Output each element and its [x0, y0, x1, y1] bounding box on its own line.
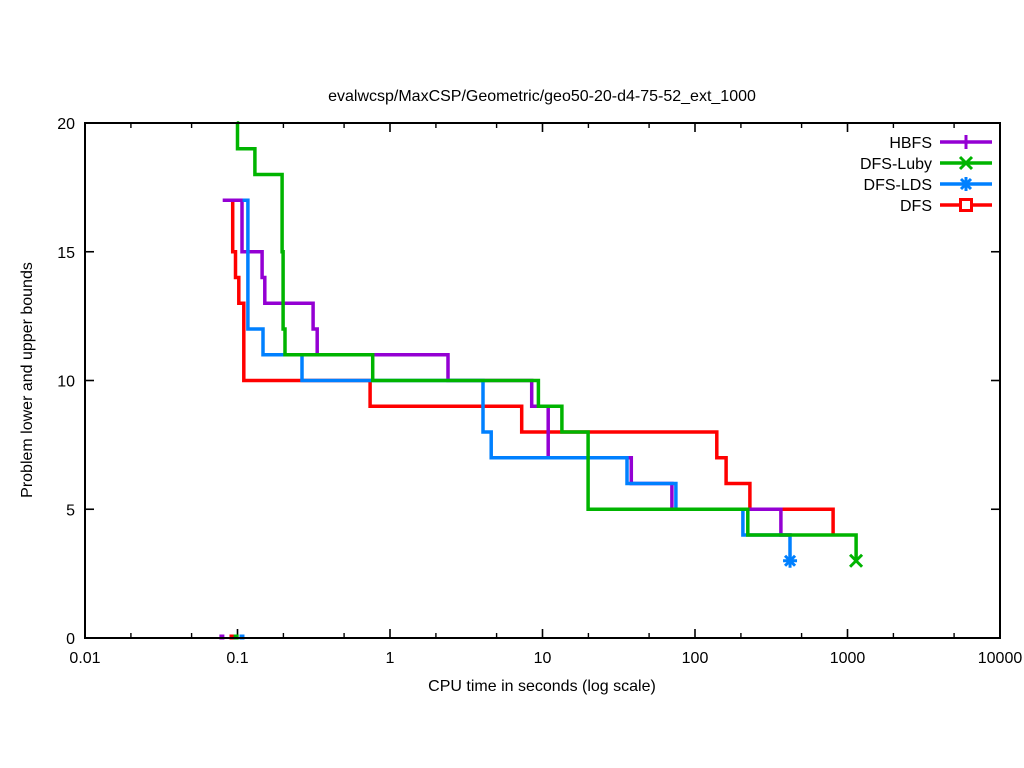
x-tick-label: 0.01: [69, 650, 100, 667]
series-curves: [222, 121, 858, 561]
y-tick-label: 20: [57, 116, 75, 133]
chart-title: evalwcsp/MaxCSP/Geometric/geo50-20-d4-75…: [328, 88, 756, 105]
x-tick-label: 10: [534, 650, 552, 667]
series-markers: [219, 553, 864, 640]
legend: HBFS DFS-Luby DFS-LDS DFS: [860, 135, 992, 215]
legend-marker: [958, 155, 974, 171]
legend-item-hbfs: HBFS: [889, 135, 992, 152]
star-marker-glyph: [959, 177, 973, 191]
star-marker-glyph: [783, 553, 798, 568]
square-marker-glyph: [959, 198, 973, 212]
y-tick-label: 15: [57, 245, 75, 262]
y-tick-label: 10: [57, 374, 75, 391]
axis-ticks: 0.01 0.1 1 10 100 1000 10000 0 5 10 15 20: [57, 116, 1022, 667]
legend-label: HBFS: [889, 135, 932, 152]
x-tick-label: 1: [386, 650, 395, 667]
legend-item-dfs: DFS: [900, 198, 992, 215]
plus-marker-glyph: [959, 135, 973, 149]
final-marker-dfs-luby: [849, 553, 864, 568]
series-dfs-curve: [229, 198, 835, 535]
series-hbfs-curve: [222, 198, 792, 537]
y-tick-label: 0: [66, 631, 75, 648]
legend-label: DFS: [900, 198, 932, 215]
legend-marker: [959, 177, 973, 191]
legend-item-dfs-lds: DFS-LDS: [864, 177, 992, 194]
legend-label: DFS-Luby: [860, 156, 932, 173]
legend-label: DFS-LDS: [864, 177, 932, 194]
legend-marker: [959, 135, 973, 149]
x-tick-label: 10000: [978, 650, 1023, 667]
legend-item-dfs-luby: DFS-Luby: [860, 155, 992, 173]
cross-marker-glyph: [958, 155, 974, 171]
series-dfs-luby-curve: [235, 121, 858, 561]
final-marker-dfs-lds: [783, 553, 798, 568]
plot-border: [84, 122, 1001, 639]
y-axis-label: Problem lower and upper bounds: [19, 262, 36, 498]
x-axis-label: CPU time in seconds (log scale): [428, 678, 656, 695]
x-tick-label: 100: [682, 650, 709, 667]
x-tick-label: 0.1: [226, 650, 248, 667]
y-tick-label: 5: [66, 502, 75, 519]
legend-marker: [959, 198, 973, 212]
x-tick-label: 1000: [830, 650, 866, 667]
cross-marker-glyph: [849, 553, 864, 568]
